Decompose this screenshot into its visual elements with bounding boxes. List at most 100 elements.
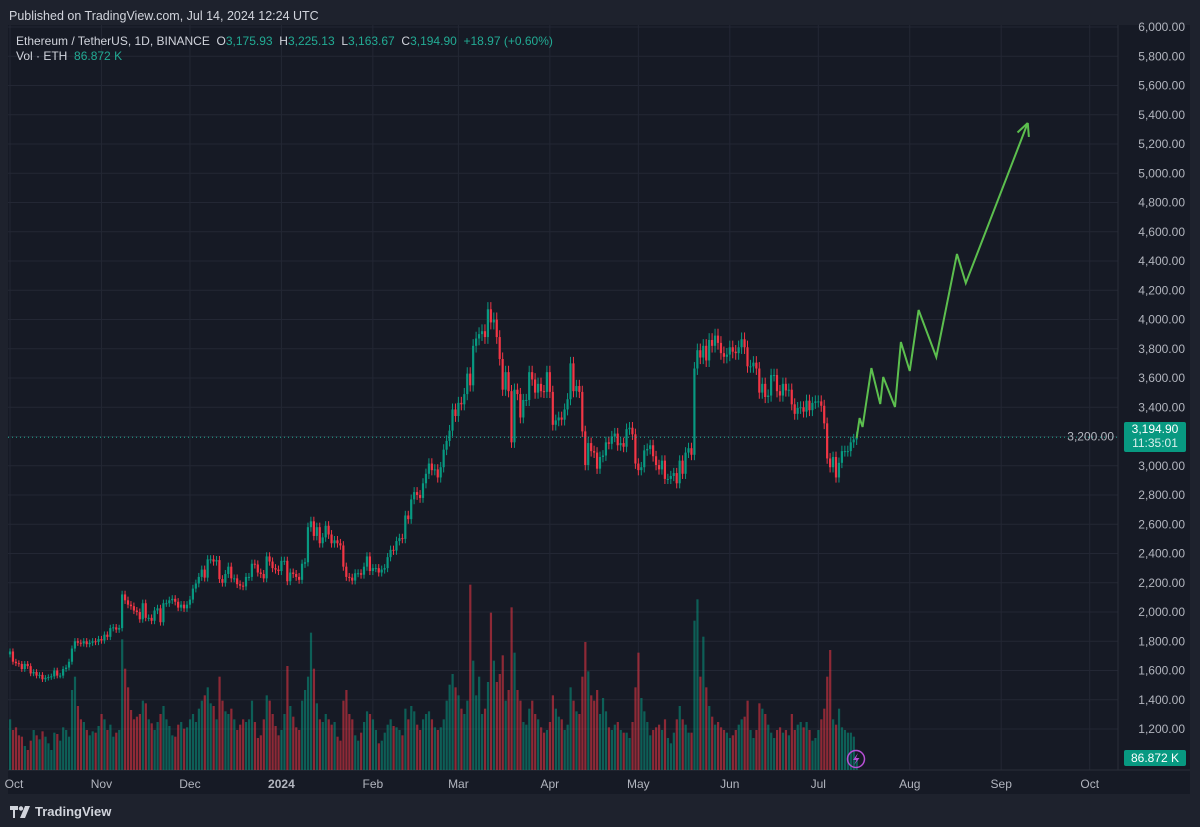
candle-body bbox=[362, 566, 366, 575]
volume-bar bbox=[510, 607, 513, 770]
volume-bar bbox=[200, 700, 203, 770]
volume-bar bbox=[483, 708, 487, 770]
volume-bar bbox=[309, 632, 313, 770]
candle-body bbox=[283, 560, 286, 562]
volume-label[interactable]: Vol · ETH bbox=[16, 49, 68, 63]
volume-bar bbox=[675, 719, 678, 770]
price-tick-label: 3,400.00 bbox=[1138, 400, 1185, 414]
volume-bar bbox=[247, 719, 251, 770]
published-note: Published on TradingView.com, Jul 14, 20… bbox=[9, 9, 319, 23]
candle-body bbox=[410, 499, 413, 520]
time-tick-label: Feb bbox=[363, 777, 384, 791]
volume-bar bbox=[787, 735, 790, 770]
volume-bar bbox=[94, 732, 97, 770]
volume-bar bbox=[377, 743, 380, 770]
candle-body bbox=[752, 362, 755, 367]
candle-body bbox=[259, 572, 262, 574]
volume-bar bbox=[29, 740, 32, 770]
candle-body bbox=[212, 559, 215, 562]
candle-body bbox=[64, 667, 68, 670]
candle-body bbox=[781, 383, 784, 396]
time-tick-label: Oct bbox=[1080, 777, 1099, 791]
volume-bar bbox=[646, 722, 649, 770]
candle-body bbox=[185, 604, 189, 609]
candle-body bbox=[303, 562, 307, 564]
volume-bar bbox=[348, 714, 351, 770]
volume-bar bbox=[215, 719, 218, 770]
candle-body bbox=[495, 319, 498, 338]
volume-bar bbox=[640, 698, 643, 770]
candle-body bbox=[578, 386, 581, 392]
candle-body bbox=[177, 601, 180, 608]
candle-body bbox=[725, 354, 728, 357]
candle-body bbox=[268, 556, 271, 562]
candle-body bbox=[846, 451, 849, 453]
symbol-label[interactable]: Ethereum / TetherUS, 1D, BINANCE bbox=[16, 34, 210, 48]
volume-bar bbox=[209, 703, 212, 770]
candle-body bbox=[17, 663, 20, 665]
candle-body bbox=[463, 394, 466, 405]
candle-body bbox=[796, 407, 799, 414]
candle-body bbox=[318, 527, 321, 544]
price-tick-label: 2,200.00 bbox=[1138, 576, 1185, 590]
candle-body bbox=[758, 368, 761, 393]
close-label: C bbox=[401, 34, 411, 48]
time-tick-label: Oct bbox=[5, 777, 24, 791]
candle-body bbox=[32, 671, 35, 674]
candle-body bbox=[616, 433, 619, 446]
candle-body bbox=[451, 409, 454, 431]
candle-body bbox=[439, 467, 442, 478]
candle-body bbox=[126, 600, 130, 605]
volume-bar bbox=[793, 730, 796, 770]
candle-body bbox=[528, 372, 531, 400]
volume-bar bbox=[333, 722, 336, 770]
candle-body bbox=[778, 391, 782, 396]
volume-bar bbox=[548, 722, 552, 770]
candle-body bbox=[472, 345, 475, 386]
lightning-icon[interactable] bbox=[846, 749, 866, 769]
volume-bar bbox=[124, 668, 127, 770]
volume-bar bbox=[227, 714, 230, 770]
candle-body bbox=[144, 603, 147, 618]
chart-panel[interactable] bbox=[8, 25, 1190, 794]
candle-body bbox=[23, 663, 26, 670]
volume-bar bbox=[32, 730, 35, 770]
volume-bar bbox=[566, 724, 569, 770]
volume-bar bbox=[91, 731, 94, 770]
candle-body bbox=[129, 604, 133, 607]
volume-bar bbox=[407, 719, 410, 770]
volume-bar bbox=[162, 706, 165, 770]
candle-body bbox=[380, 569, 383, 573]
candle-body bbox=[300, 563, 304, 580]
volume-bar bbox=[652, 730, 655, 770]
candle-body bbox=[244, 576, 248, 587]
volume-bar bbox=[596, 690, 599, 770]
candle-body bbox=[702, 345, 705, 358]
candle-body bbox=[634, 434, 637, 464]
candle-body bbox=[834, 456, 838, 478]
footer-brand[interactable]: TradingView bbox=[10, 804, 111, 819]
candle-body bbox=[457, 402, 460, 417]
volume-bar bbox=[622, 732, 625, 770]
candle-body bbox=[377, 568, 380, 573]
price-tick-label: 6,000.00 bbox=[1138, 20, 1185, 34]
candle-body bbox=[852, 439, 855, 443]
candle-body bbox=[613, 433, 616, 437]
volume-bar bbox=[719, 727, 723, 770]
candle-body bbox=[200, 569, 203, 577]
candle-body bbox=[486, 309, 489, 338]
candle-body bbox=[327, 525, 330, 535]
volume-bar bbox=[177, 724, 180, 770]
candle-body bbox=[469, 373, 472, 386]
volume-bar bbox=[318, 719, 321, 770]
candle-body bbox=[404, 515, 407, 539]
high-value: 3,225.13 bbox=[287, 34, 335, 48]
volume-bar bbox=[351, 719, 354, 770]
volume-bar bbox=[722, 730, 726, 770]
candle-body bbox=[153, 610, 156, 621]
time-tick-label: Mar bbox=[448, 777, 469, 791]
volume-bar bbox=[778, 727, 782, 770]
volume-bar bbox=[436, 730, 439, 770]
candle-body bbox=[191, 588, 194, 600]
